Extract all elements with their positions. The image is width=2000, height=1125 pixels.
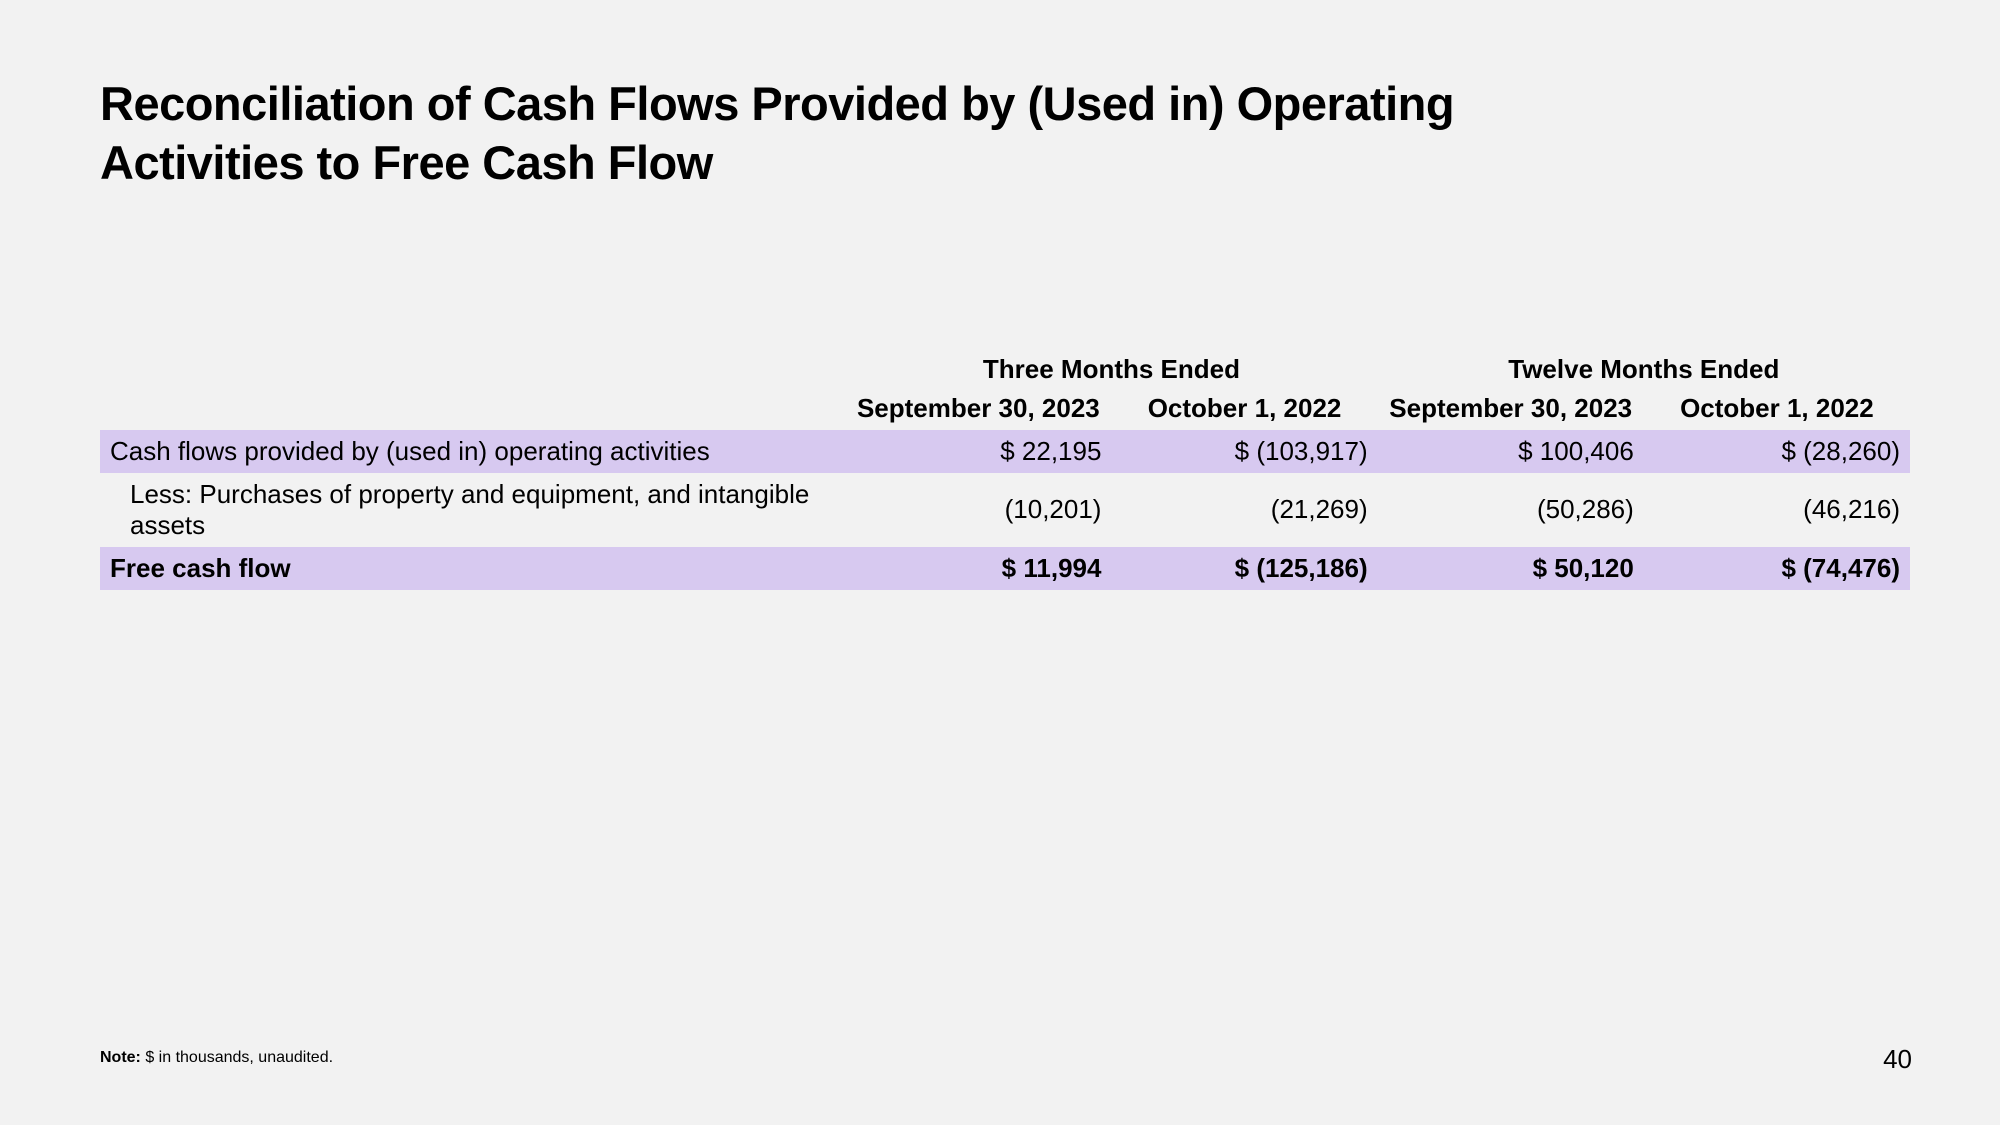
blank-header — [100, 348, 845, 387]
row-value: $ (125,186) — [1111, 547, 1377, 590]
row-value: (46,216) — [1644, 473, 1910, 547]
table-body: Cash flows provided by (used in) operati… — [100, 430, 1910, 590]
period-header-2: Twelve Months Ended — [1378, 348, 1910, 387]
row-value: $ (74,476) — [1644, 547, 1910, 590]
row-value: $ 11,994 — [845, 547, 1111, 590]
table-row: Less: Purchases of property and equipmen… — [100, 473, 1910, 547]
date-header-3: September 30, 2023 — [1378, 387, 1644, 430]
row-label: Cash flows provided by (used in) operati… — [100, 430, 845, 473]
date-header-row: September 30, 2023 October 1, 2022 Septe… — [100, 387, 1910, 430]
table-row: Cash flows provided by (used in) operati… — [100, 430, 1910, 473]
note-text: $ in thousands, unaudited. — [141, 1049, 333, 1066]
footnote: Note: $ in thousands, unaudited. — [100, 1049, 333, 1067]
cash-flow-table: Three Months Ended Twelve Months Ended S… — [100, 348, 1910, 590]
row-value: $ 50,120 — [1378, 547, 1644, 590]
period-header-row: Three Months Ended Twelve Months Ended — [100, 348, 1910, 387]
row-value: (10,201) — [845, 473, 1111, 547]
row-label: Less: Purchases of property and equipmen… — [100, 473, 845, 547]
page-number: 40 — [1883, 1044, 1912, 1075]
row-value: $ (103,917) — [1111, 430, 1377, 473]
blank-header-2 — [100, 387, 845, 430]
row-label: Free cash flow — [100, 547, 845, 590]
table-container: Three Months Ended Twelve Months Ended S… — [100, 348, 1910, 590]
row-value: $ 100,406 — [1378, 430, 1644, 473]
date-header-4: October 1, 2022 — [1644, 387, 1910, 430]
row-value: (50,286) — [1378, 473, 1644, 547]
row-value: (21,269) — [1111, 473, 1377, 547]
period-header-1: Three Months Ended — [845, 348, 1377, 387]
date-header-2: October 1, 2022 — [1111, 387, 1377, 430]
slide-container: Reconciliation of Cash Flows Provided by… — [0, 0, 2000, 1125]
note-label: Note: — [100, 1049, 141, 1066]
row-value: $ 22,195 — [845, 430, 1111, 473]
row-value: $ (28,260) — [1644, 430, 1910, 473]
table-row: Free cash flow$ 11,994$ (125,186)$ 50,12… — [100, 547, 1910, 590]
date-header-1: September 30, 2023 — [845, 387, 1111, 430]
page-title: Reconciliation of Cash Flows Provided by… — [100, 75, 1600, 193]
